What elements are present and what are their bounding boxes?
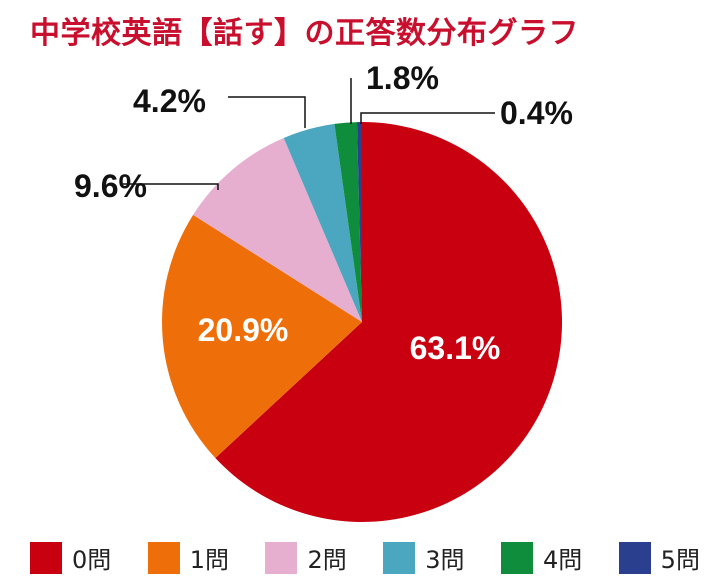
legend-swatch	[147, 541, 180, 574]
legend-item-0: 0問	[30, 540, 111, 575]
slice-label-4: 1.8%	[366, 60, 439, 96]
legend-swatch	[265, 541, 298, 574]
legend-item-3: 3問	[383, 540, 464, 575]
slice-label-1: 20.9%	[198, 312, 289, 348]
pie-slice-3	[283, 123, 362, 322]
legend-item-2: 2問	[265, 540, 347, 575]
pie-slice-2	[193, 137, 362, 322]
legend-label: 0問	[72, 546, 112, 574]
pie-slice-5	[356, 122, 362, 322]
chart-title: 中学校英語【話す】の正答数分布グラフ	[30, 16, 579, 51]
legend-item-4: 4問	[500, 540, 583, 575]
slice-label-0: 63.1%	[410, 330, 501, 366]
legend-label: 4問	[542, 546, 583, 574]
pie-plot-area: 63.1% 20.9% 9.6% 4.2% 1.8% 0.4%	[74, 60, 573, 522]
slice-label-3: 4.2%	[133, 83, 206, 119]
leader-line-3	[228, 96, 306, 128]
slice-label-5: 0.4%	[500, 95, 573, 131]
legend-label: 2問	[307, 546, 347, 574]
legend-swatch	[618, 541, 651, 574]
legend-label: 5問	[660, 546, 700, 574]
legend-item-1: 1問	[147, 540, 230, 575]
pie-slice-0	[215, 122, 562, 522]
legend-swatch	[383, 541, 416, 574]
leader-line-5	[360, 112, 495, 124]
legend-swatch	[500, 541, 533, 574]
legend-item-5: 5問	[618, 540, 700, 575]
legend-swatch	[30, 541, 62, 574]
leader-line-2	[120, 183, 219, 190]
pie-slice-1	[162, 214, 362, 458]
pie-slice-4	[334, 122, 362, 322]
slice-label-2: 9.6%	[74, 168, 147, 204]
legend: 0問 1問 2問 3問 4問 5問	[30, 540, 700, 575]
legend-label: 1問	[189, 546, 230, 574]
legend-label: 3問	[425, 546, 465, 574]
